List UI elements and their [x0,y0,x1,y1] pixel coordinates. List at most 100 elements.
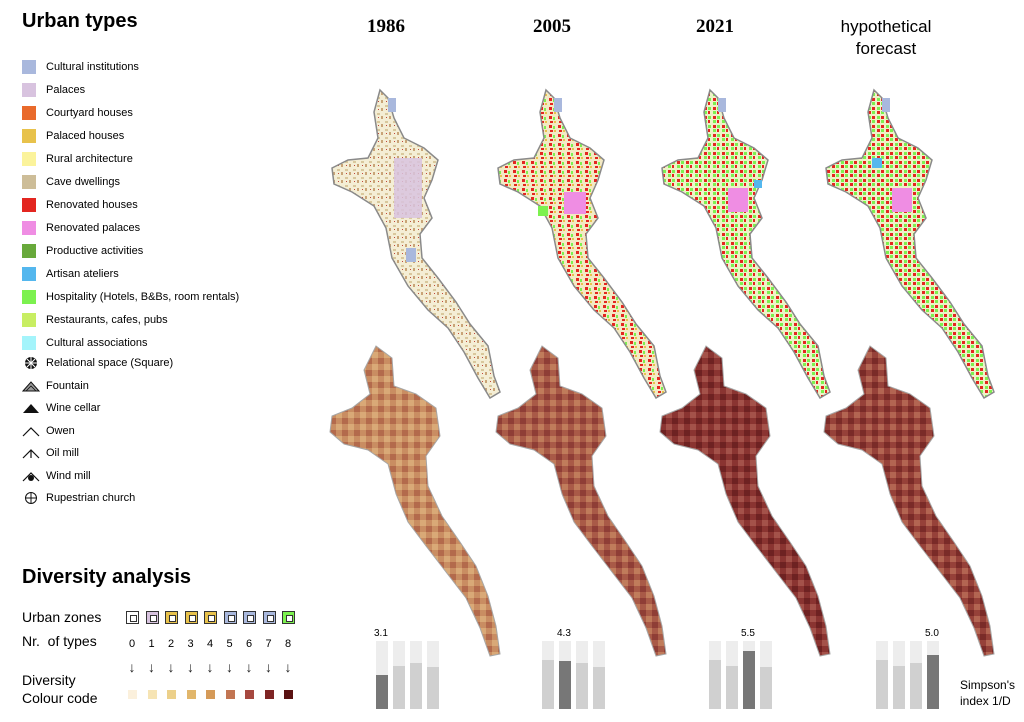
colour-code-swatch [284,690,293,699]
type-count-number: 3 [187,638,194,650]
colour-code-swatch [245,690,254,699]
legend-item: Rural architecture [22,149,133,169]
legend-swatch [22,152,36,166]
down-arrow-icon: ↓ [245,659,253,675]
legend-label: Cultural institutions [46,61,139,73]
nr-of-types-label: Nr. of types [22,633,97,649]
simpson-bar [410,662,422,709]
symbol-label: Relational space (Square) [46,357,174,369]
colour-code-swatch [225,690,235,699]
symbol-legend-item: Rupestrian church [22,488,135,508]
symbol-label: Oil mill [46,447,79,459]
down-arrow-icon: ↓ [128,659,136,675]
colour-code-swatch [128,690,137,699]
simpson-value-label: 4.3 [557,628,571,639]
legend-item: Cave dwellings [22,172,120,192]
simpson-bar [927,654,939,709]
simpson-bar [760,667,772,709]
legend-swatch [22,106,36,120]
urban-zone-box [282,611,295,624]
legend-item: Artisan ateliers [22,264,119,284]
simpson-bar [542,659,554,709]
rupestrian-church-icon [22,491,40,505]
legend-item: Palaces [22,80,85,100]
down-arrow-icon: ↓ [265,659,272,675]
legend-item: Cultural associations [22,333,148,353]
legend-label: Productive activities [46,245,144,257]
symbol-label: Rupestrian church [46,492,136,504]
legend-swatch [22,60,36,74]
legend-item: Palaced houses [22,126,124,146]
urban-zone-box [204,611,217,624]
simpson-bar [593,667,605,709]
urban-zone-box [262,611,276,624]
legend-label: Renovated houses [46,199,138,211]
legend-label: Palaced houses [46,130,125,142]
map-2005-urban-types [497,88,667,400]
legend-item: Courtyard houses [22,103,133,123]
urban-zones-label: Urban zones [22,609,102,625]
legend-item: Cultural institutions [22,57,139,77]
wind-mill-icon [22,469,40,483]
simpson-bar [376,675,388,709]
urban-zone-box [243,611,256,624]
symbol-label: Owen [46,424,75,437]
fountain-icon [22,379,40,393]
simpson-bar [559,661,571,709]
legend-item: Restaurants, cafes, pubs [22,310,168,330]
type-count-number: 8 [284,638,292,650]
down-arrow-icon: ↓ [187,659,194,675]
symbol-legend-item: Owen [22,421,75,441]
legend-label: Renovated palaces [46,222,141,234]
legend-swatch [22,129,36,143]
symbol-label: Fountain [46,379,89,392]
legend-label: Cultural associations [46,337,148,349]
oil-mill-icon [22,446,40,460]
simpson-bar [743,650,755,709]
legend-swatch [22,244,36,258]
colour-code-swatch [264,690,274,699]
down-arrow-icon: ↓ [148,659,155,675]
legend-swatch [22,336,36,350]
legend-swatch [22,267,36,281]
type-count-number: 1 [148,638,155,650]
simpson-bar [910,662,922,709]
map-2021-diversity [659,345,831,657]
legend-item: Renovated palaces [22,218,140,238]
legend-label: Courtyard houses [46,107,133,119]
symbol-legend-item: Oil mill [22,443,79,463]
legend-swatch [22,290,36,304]
type-count-number: 7 [265,638,272,650]
urban-zone-box [126,611,139,624]
colour-code-swatch [167,690,176,699]
legend-label: Restaurants, cafes, pubs [46,314,168,326]
relational-space-icon [22,356,40,370]
simpson-bar [726,666,738,709]
colour-code-label: Colour code [22,690,98,706]
forecast-title-line-2: forecast [855,39,917,58]
type-count-number: 0 [128,638,136,650]
legend-swatch [22,198,36,212]
column-title-2021: 2021 [696,16,734,37]
simpson-bar [876,659,888,709]
legend-label: Cave dwellings [46,176,120,188]
urban-zone-box [165,611,178,624]
legend-swatch [22,175,36,189]
type-count-number: 6 [245,638,253,650]
down-arrow-icon: ↓ [226,659,233,675]
map-1986-urban-types [331,88,501,400]
urban-zone-box [184,611,198,624]
symbol-label: Wine cellar [46,402,101,414]
colour-code-swatch [206,690,215,699]
urban-zone-box [223,611,237,624]
legend-item: Renovated houses [22,195,138,215]
symbol-legend-item: Wind mill [22,466,91,486]
simpson-value-label: 5.5 [741,628,755,639]
map-forecast-urban-types [825,88,995,400]
down-arrow-icon: ↓ [206,659,214,675]
legend-item: Productive activities [22,241,143,261]
simpson-bar [893,666,905,709]
map-1986-diversity [329,345,501,657]
down-arrow-icon: ↓ [167,659,175,675]
